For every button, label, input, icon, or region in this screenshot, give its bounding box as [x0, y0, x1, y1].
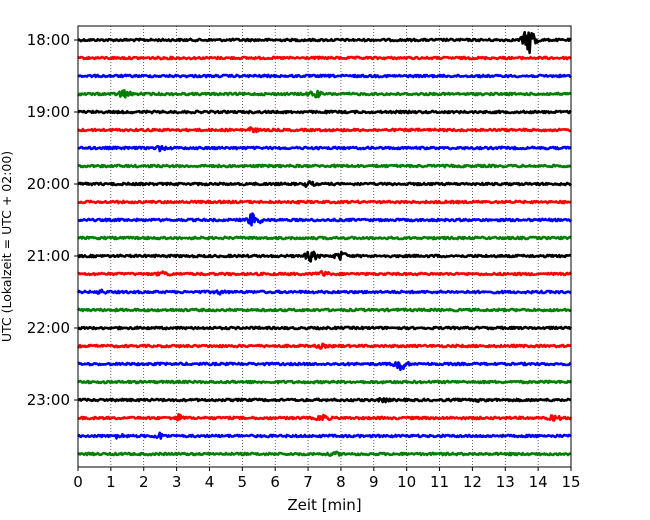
trace-row-2200: [77, 325, 573, 331]
trace-row-2215: [77, 342, 572, 350]
trace-row-2030: [77, 212, 572, 227]
trace-row-1815: [77, 55, 572, 61]
trace-row-1845: [77, 89, 572, 99]
x-tick-label: 12: [463, 473, 482, 491]
trace-row-2300: [77, 397, 572, 404]
x-tick-label: 6: [270, 473, 280, 491]
trace-row-2245: [77, 379, 573, 385]
x-tick-label: 8: [336, 473, 346, 491]
y-tick-label: 23:00: [27, 391, 70, 409]
trace-row-1830: [77, 73, 572, 79]
x-tick-label: 14: [529, 473, 548, 491]
x-tick-label: 7: [303, 473, 313, 491]
trace-row-2345: [77, 450, 572, 457]
y-tick-label: 19:00: [27, 103, 70, 121]
trace-row-1930: [77, 144, 572, 153]
x-tick-label: 2: [139, 473, 149, 491]
y-tick-label: 18:00: [27, 31, 70, 49]
y-axis-label: UTC (Lokalzeit = UTC + 02:00): [0, 151, 14, 342]
trace-row-2045: [77, 235, 572, 241]
trace-row-1900: [76, 109, 572, 115]
x-tick-label: 9: [369, 473, 379, 491]
x-tick-label: 3: [172, 473, 182, 491]
trace-row-2000: [77, 180, 573, 188]
y-tick-label: 20:00: [27, 175, 70, 193]
trace-row-2230: [77, 360, 572, 372]
x-tick-label: 1: [106, 473, 116, 491]
trace-row-2330: [76, 431, 572, 440]
trace-row-2115: [77, 269, 573, 277]
x-axis-ticks: 0 1 2 3 4 5 6 7 8 9 10 11 12 13 14 15: [73, 467, 581, 491]
x-tick-label: 5: [238, 473, 248, 491]
x-tick-label: 4: [205, 473, 215, 491]
trace-row-2100: [76, 250, 572, 263]
x-axis-label: Zeit [min]: [287, 496, 361, 514]
y-tick-label: 22:00: [27, 319, 70, 337]
x-tick-label: 0: [73, 473, 83, 491]
trace-row-2145: [76, 307, 573, 313]
trace-row-1800: [77, 30, 572, 55]
trace-row-2130: [76, 288, 572, 296]
trace-row-1915: [76, 126, 572, 134]
seismic-traces: [76, 30, 573, 457]
trace-row-2015: [77, 199, 572, 205]
trace-row-2315: [77, 413, 573, 422]
y-axis-ticks: 18:00 19:00 20:00 21:00 22:00 23:00: [27, 31, 78, 409]
y-tick-label: 21:00: [27, 247, 70, 265]
x-tick-label: 11: [430, 473, 449, 491]
x-tick-label: 15: [561, 473, 580, 491]
x-tick-label: 10: [397, 473, 416, 491]
trace-row-1945: [77, 163, 572, 169]
x-tick-label: 13: [496, 473, 515, 491]
plot-frame: [77, 25, 572, 468]
